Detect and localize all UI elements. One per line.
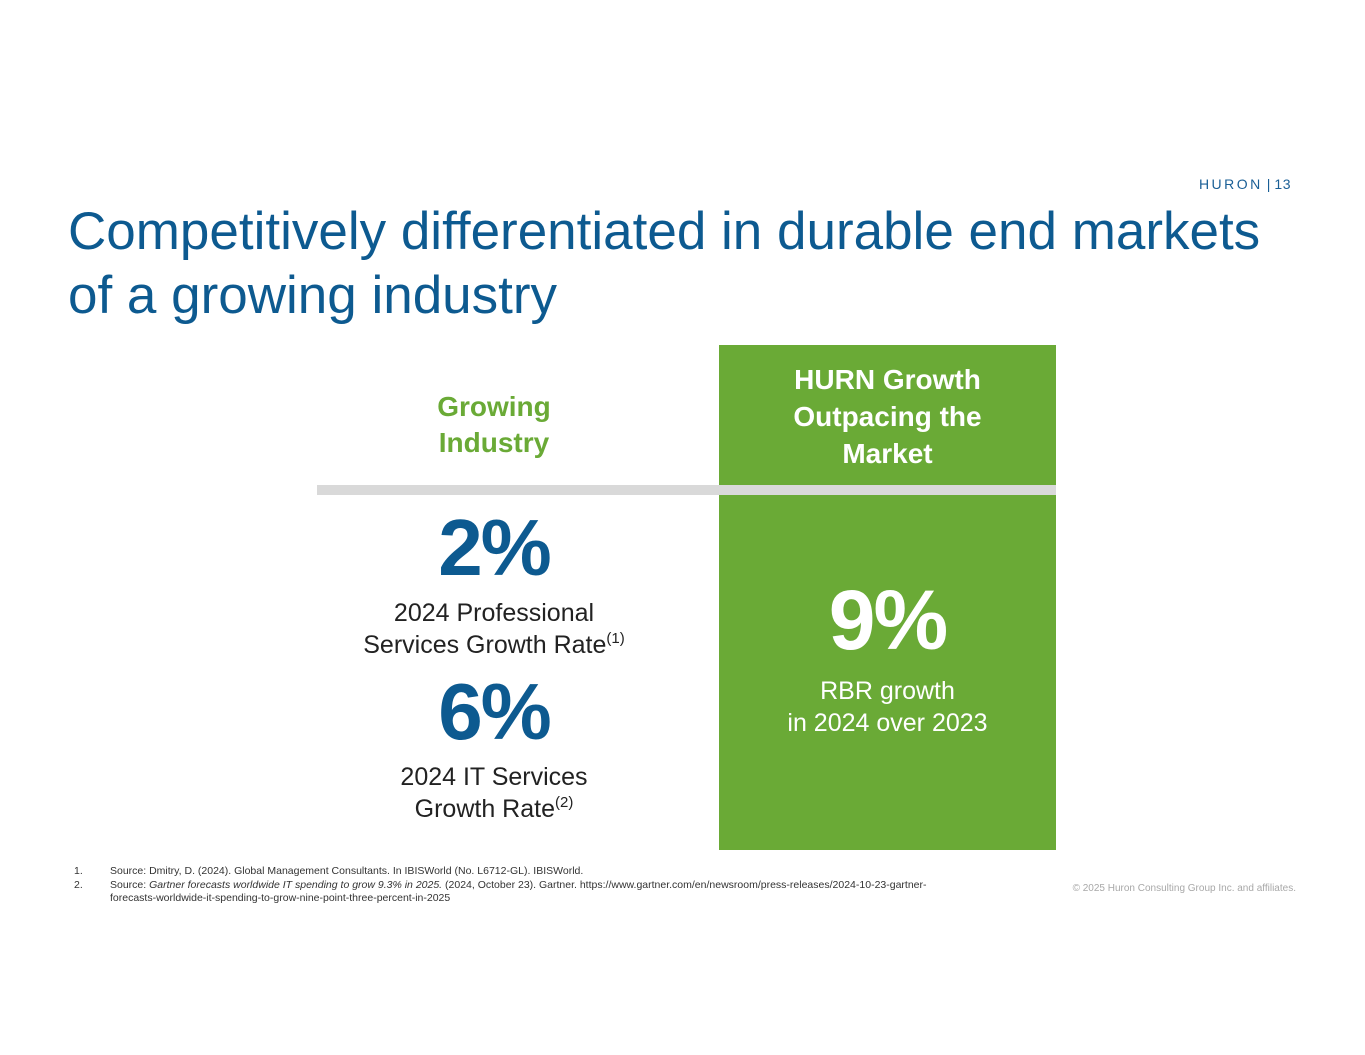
- label-line: RBR growth: [820, 677, 955, 705]
- footnote-item: 1. Source: Dmitry, D. (2024). Global Man…: [74, 865, 954, 879]
- rbr-growth-value: 9%: [828, 573, 948, 667]
- label-line: 2024 Professional: [393, 599, 595, 627]
- label-line: Services Growth Rate(1): [318, 629, 670, 661]
- professional-services-growth-value: 2%: [438, 503, 552, 592]
- professional-services-growth-label: 2024 Professional Services Growth Rate(1…: [318, 597, 670, 661]
- heading-line: Industry: [438, 427, 550, 458]
- footnote-number: 1.: [74, 865, 83, 877]
- heading-line: HURN Growth: [794, 364, 981, 395]
- label-text: Growth Rate: [414, 795, 555, 823]
- footnote-text: Source: Gartner forecasts worldwide IT s…: [110, 879, 954, 906]
- footnote-article-title: Gartner forecasts worldwide IT spending …: [149, 878, 443, 891]
- it-services-growth-value: 6%: [438, 667, 552, 756]
- copyright-notice: © 2025 Huron Consulting Group Inc. and a…: [1072, 883, 1296, 894]
- slide-title: Competitively differentiated in durable …: [68, 202, 1261, 325]
- page-label: HURON | 13: [1199, 176, 1291, 192]
- footnotes: 1. Source: Dmitry, D. (2024). Global Man…: [74, 865, 954, 906]
- growing-industry-heading: Growing Industry: [394, 389, 594, 461]
- footnote-prefix: Source:: [110, 878, 150, 891]
- footnote-citation: (2024, October 23). Gartner. https://www…: [110, 878, 927, 905]
- page-separator: |: [1266, 176, 1271, 192]
- it-services-growth-label: 2024 IT Services Growth Rate(2): [318, 761, 670, 825]
- heading-line: Growing: [437, 391, 551, 422]
- rbr-growth-label: RBR growth in 2024 over 2023: [719, 675, 1056, 739]
- footnote-item: 2. Source: Gartner forecasts worldwide I…: [74, 879, 954, 906]
- page-number: 13: [1274, 176, 1291, 192]
- footnote-ref: (1): [606, 630, 625, 647]
- column-divider: [317, 485, 1056, 495]
- footnote-number: 2.: [74, 878, 83, 891]
- brand-name: HURON: [1198, 176, 1263, 192]
- footnote-text: Source: Dmitry, D. (2024). Global Manage…: [110, 865, 584, 877]
- footnote-ref: (2): [555, 794, 574, 811]
- label-line: Growth Rate(2): [318, 793, 670, 825]
- label-line: in 2024 over 2023: [787, 709, 988, 737]
- heading-line: Outpacing the: [793, 401, 982, 432]
- label-line: 2024 IT Services: [400, 763, 588, 791]
- hurn-growth-heading: HURN Growth Outpacing the Market: [719, 361, 1056, 472]
- hurn-growth-panel: [719, 345, 1056, 850]
- heading-line: Market: [842, 438, 933, 469]
- label-text: Services Growth Rate: [363, 631, 607, 659]
